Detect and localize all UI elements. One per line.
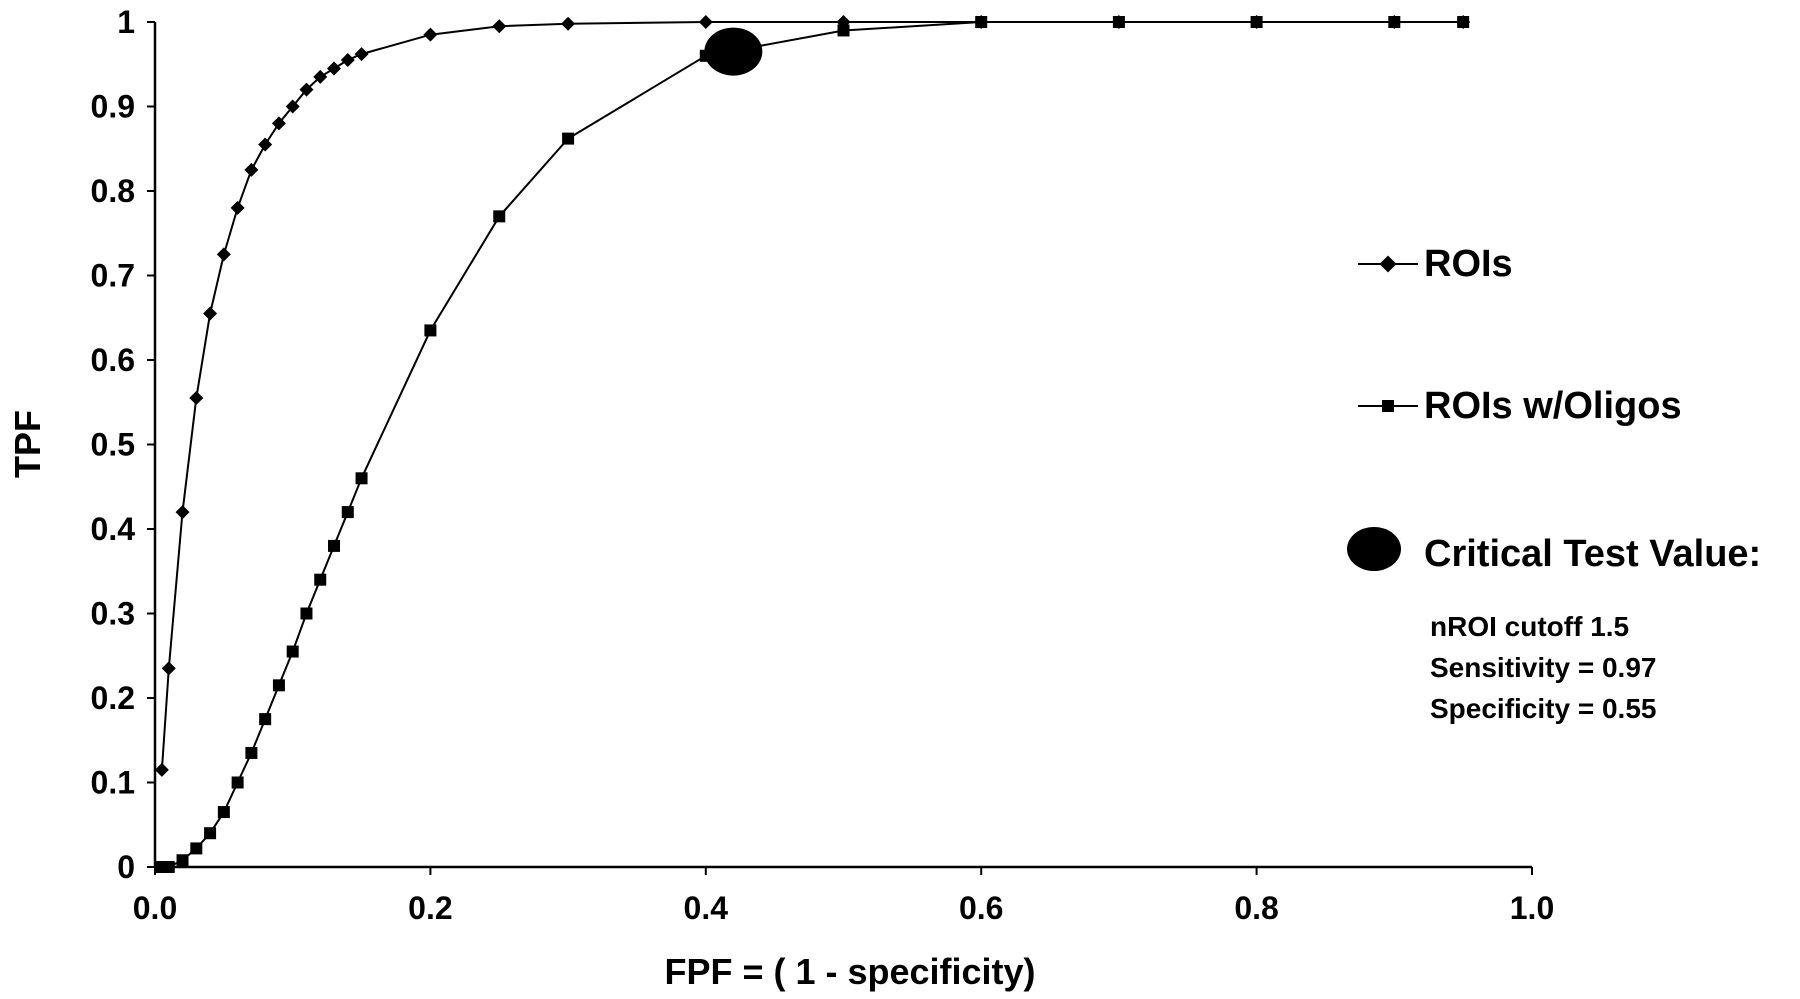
y-tick-label: 0 — [117, 849, 135, 885]
data-point-square — [837, 24, 850, 37]
x-tick-label: 0.8 — [1234, 890, 1278, 926]
data-point-square — [176, 854, 189, 867]
data-point-diamond — [299, 82, 314, 97]
note-sensitivity: Sensitivity = 0.97 — [1430, 652, 1656, 683]
critical-notes: nROI cutoff 1.5 Sensitivity = 0.97 Speci… — [1430, 611, 1656, 724]
data-point-square — [286, 645, 299, 658]
critical-test-value-marker — [704, 27, 763, 76]
legend-diamond-icon — [1379, 255, 1397, 273]
data-point-diamond — [216, 247, 231, 262]
data-point-square — [272, 679, 285, 692]
data-point-square — [1388, 16, 1401, 28]
legend-label-rois-oligos: ROIs w/Oligos — [1424, 385, 1682, 427]
data-point-square — [259, 713, 272, 726]
data-point-diamond — [258, 137, 273, 152]
series-rois — [154, 15, 1471, 777]
data-point-diamond — [340, 53, 355, 68]
data-point-square — [231, 776, 244, 789]
data-point-square — [355, 472, 368, 485]
data-point-diamond — [423, 27, 438, 42]
data-point-square — [162, 861, 175, 873]
y-tick-label: 0.5 — [91, 427, 135, 463]
legend: ROIs ROIs w/Oligos Critical Test Value: — [1347, 243, 1761, 575]
data-point-square — [975, 16, 988, 28]
series-line-rois-w-oligos — [161, 21, 1464, 868]
note-specificity: Specificity = 0.55 — [1430, 693, 1656, 724]
data-point-square — [245, 746, 258, 759]
data-point-diamond — [492, 19, 507, 34]
legend-label-critical: Critical Test Value: — [1424, 533, 1761, 575]
x-tick-label: 0.0 — [133, 890, 177, 926]
data-point-diamond — [244, 162, 259, 177]
data-point-square — [493, 210, 506, 223]
legend-item-rois-oligos: ROIs w/Oligos — [1358, 385, 1682, 427]
x-tick-label: 1.0 — [1510, 890, 1554, 926]
x-tick-label: 0.6 — [959, 890, 1003, 926]
y-tick-label: 0.1 — [91, 765, 135, 801]
data-point-diamond — [230, 200, 245, 215]
note-cutoff: nROI cutoff 1.5 — [1430, 611, 1629, 642]
data-point-diamond — [285, 99, 300, 114]
data-point-square — [341, 506, 354, 519]
data-point-square — [217, 806, 230, 819]
y-tick-label: 0.7 — [91, 258, 135, 294]
y-axis-ticks: 0 0.1 0.2 0.3 0.4 0.5 0.6 0.7 0.8 0.9 1 — [91, 4, 155, 885]
data-point-diamond — [154, 762, 169, 777]
data-point-diamond — [354, 47, 369, 62]
data-point-square — [1112, 16, 1125, 28]
y-tick-label: 0.6 — [91, 342, 135, 378]
data-point-diamond — [313, 69, 328, 84]
data-point-square — [204, 827, 217, 840]
legend-label-rois: ROIs — [1424, 243, 1513, 285]
legend-item-critical: Critical Test Value: — [1347, 527, 1761, 575]
x-tick-label: 0.2 — [408, 890, 452, 926]
data-point-square — [424, 324, 437, 337]
y-tick-label: 0.8 — [91, 173, 135, 209]
y-axis-title: TPF — [7, 410, 48, 478]
x-tick-label: 0.4 — [684, 890, 729, 926]
x-axis-ticks: 0.0 0.2 0.4 0.6 0.8 1.0 — [133, 867, 1554, 926]
y-tick-label: 0.9 — [91, 89, 135, 125]
series-rois-w-oligos — [155, 16, 1470, 873]
data-point-square — [1250, 16, 1263, 28]
series-line-rois — [160, 21, 1464, 770]
data-point-diamond — [189, 391, 204, 406]
data-point-diamond — [271, 116, 286, 131]
data-point-square — [1457, 16, 1470, 28]
legend-square-icon — [1382, 400, 1394, 412]
legend-critical-dot-icon — [1347, 527, 1401, 571]
data-point-diamond — [561, 16, 576, 31]
y-tick-label: 1 — [117, 4, 135, 40]
legend-item-rois: ROIs — [1358, 243, 1513, 285]
data-point-diamond — [161, 661, 176, 676]
y-tick-label: 0.3 — [91, 596, 135, 632]
data-point-diamond — [203, 306, 218, 321]
data-point-diamond — [327, 61, 342, 76]
x-axis-title: FPF = ( 1 - specificity) — [664, 951, 1035, 992]
data-point-square — [328, 539, 341, 552]
data-point-diamond — [698, 15, 713, 29]
y-tick-label: 0.2 — [91, 680, 135, 716]
data-point-square — [300, 607, 313, 620]
data-point-square — [190, 842, 203, 855]
data-point-square — [562, 132, 575, 145]
data-point-square — [314, 573, 327, 586]
data-point-diamond — [175, 505, 190, 520]
series-layer — [154, 15, 1471, 873]
y-tick-label: 0.4 — [91, 511, 136, 547]
